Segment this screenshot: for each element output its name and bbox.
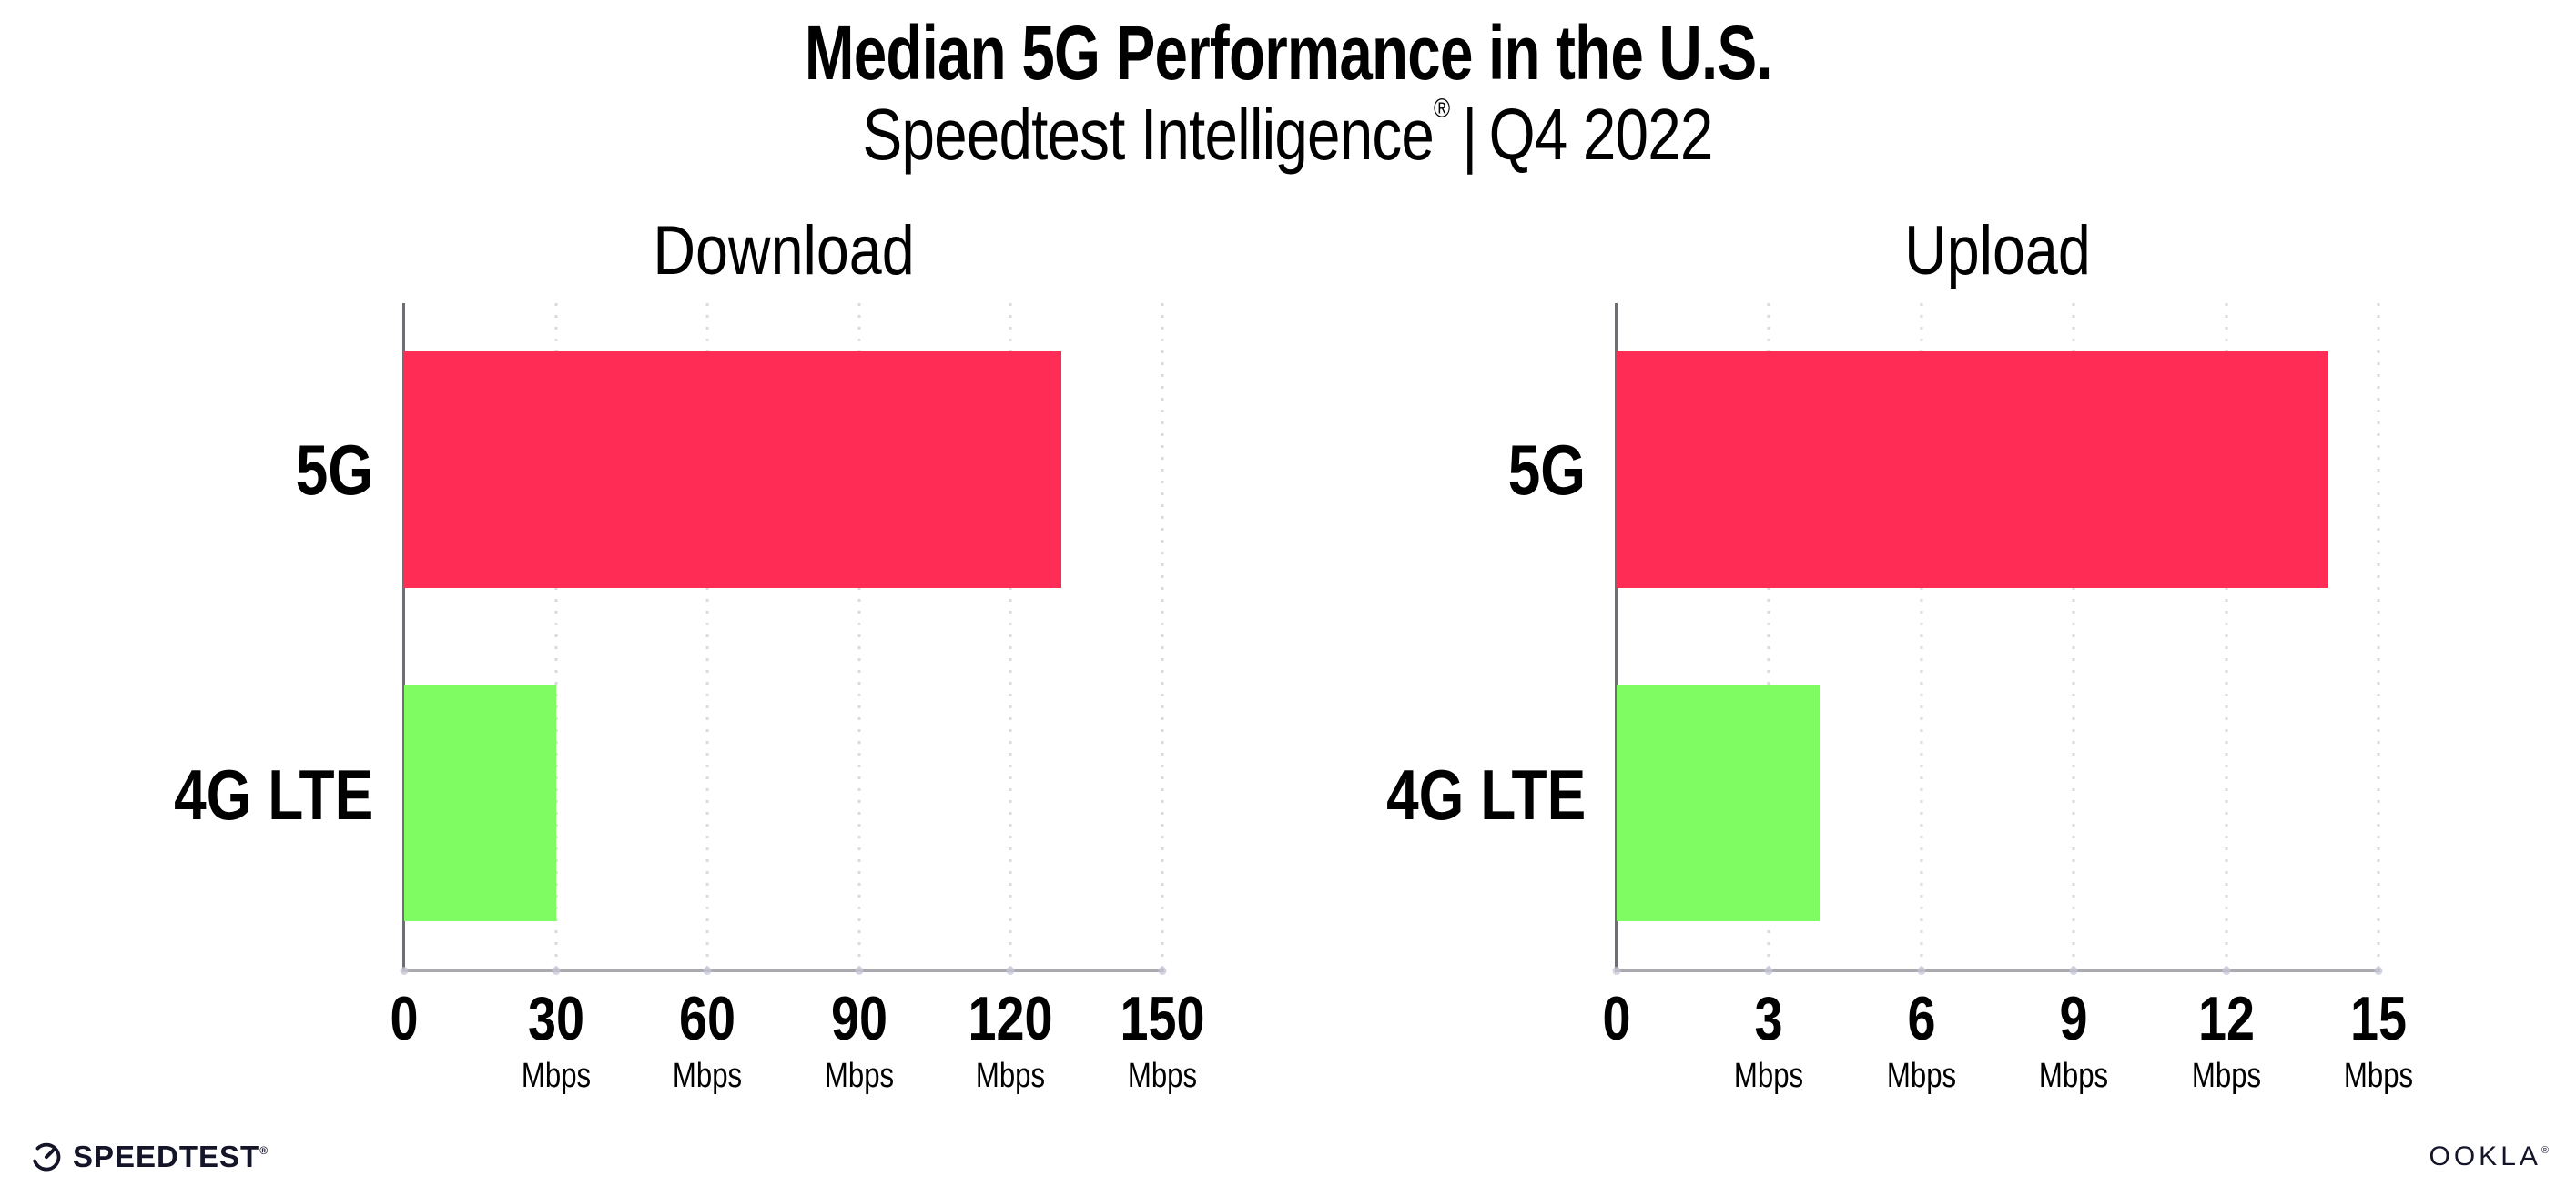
gridline — [857, 303, 861, 969]
subtitle-period: Q4 2022 — [1489, 94, 1714, 175]
gridline — [554, 303, 558, 969]
download-5g-bar — [404, 351, 1061, 588]
y-axis-line — [1615, 303, 1618, 969]
axis-tick-dot — [855, 967, 864, 975]
axis-tick-dot — [1764, 967, 1773, 975]
axis-tick-dot — [1006, 967, 1015, 975]
x-tick-0: 0 — [390, 984, 419, 1053]
axis-tick-dot — [2222, 967, 2231, 975]
download-category-label-4g-lte: 4G LTE — [173, 755, 373, 835]
x-tick-3: 3 Mbps — [1734, 984, 1804, 1095]
x-tick-90: 90 Mbps — [824, 984, 894, 1095]
x-tick-15: 15 Mbps — [2343, 984, 2414, 1095]
upload-plot-area: 0 3 Mbps 6 Mbps 9 Mbps 12 Mbps 15 Mbps — [1602, 303, 2413, 1093]
axis-tick-dot — [1612, 967, 1621, 975]
axis-tick-dot — [703, 967, 712, 975]
subtitle-separator: | — [1462, 94, 1478, 175]
speedtest-wordmark: SPEEDTEST® — [73, 1139, 269, 1173]
x-axis-line — [1615, 969, 2380, 972]
x-tick-12: 12 Mbps — [2191, 984, 2261, 1095]
x-tick-150: 150 Mbps — [1120, 984, 1205, 1095]
x-tick-9: 9 Mbps — [2039, 984, 2109, 1095]
upload-category-label-4g-lte: 4G LTE — [1385, 755, 1586, 835]
x-tick-60: 60 Mbps — [673, 984, 743, 1095]
x-tick-0: 0 — [1602, 984, 1631, 1053]
gridline — [1767, 303, 1770, 969]
upload-category-label-5g: 5G — [1507, 430, 1586, 510]
x-tick-30: 30 Mbps — [521, 984, 591, 1095]
axis-tick-dot — [1158, 967, 1167, 975]
axis-tick-dot — [1917, 967, 1926, 975]
upload-4g-lte-bar — [1617, 685, 1820, 921]
download-chart-title: Download — [652, 212, 915, 289]
axis-tick-dot — [400, 967, 409, 975]
x-tick-6: 6 Mbps — [1886, 984, 1956, 1095]
gridline — [2072, 303, 2075, 969]
axis-tick-dot — [552, 967, 561, 975]
page-subtitle-text: Speedtest Intelligence® | Q4 2022 — [862, 94, 1714, 175]
subtitle-brand: Speedtest Intelligence — [862, 94, 1435, 175]
speedtest-registered-mark: ® — [259, 1143, 269, 1157]
download-category-label-5g: 5G — [295, 430, 373, 510]
registered-trademark-symbol: ® — [1434, 94, 1451, 124]
axis-tick-dot — [2069, 967, 2078, 975]
gridline — [1161, 303, 1164, 969]
page-title: Median 5G Performance in the U.S. — [0, 10, 2576, 96]
page-title-text: Median 5G Performance in the U.S. — [804, 10, 1773, 96]
upload-chart-title: Upload — [1904, 212, 2091, 289]
speedtest-gauge-icon — [30, 1140, 63, 1172]
ookla-logo: OOKLA® — [2429, 1143, 2549, 1171]
axis-tick-dot — [2374, 967, 2383, 975]
gridline — [2225, 303, 2228, 969]
ookla-wordmark: OOKLA — [2429, 1141, 2541, 1172]
download-plot-area: 0 30 Mbps 60 Mbps 90 Mbps 120 Mbps 150 M… — [390, 303, 1205, 1093]
page-subtitle: Speedtest Intelligence® | Q4 2022 — [0, 95, 2576, 173]
gridline — [2377, 303, 2380, 969]
speedtest-logo: SPEEDTEST® — [30, 1140, 269, 1172]
gridline — [1009, 303, 1012, 969]
x-axis-line — [402, 969, 1164, 972]
download-4g-lte-bar — [404, 685, 556, 921]
gridline — [705, 303, 709, 969]
ookla-registered-mark: ® — [2541, 1145, 2549, 1156]
y-axis-line — [402, 303, 405, 969]
gridline — [1920, 303, 1923, 969]
x-tick-120: 120 Mbps — [968, 984, 1053, 1095]
upload-5g-bar — [1617, 351, 2328, 588]
